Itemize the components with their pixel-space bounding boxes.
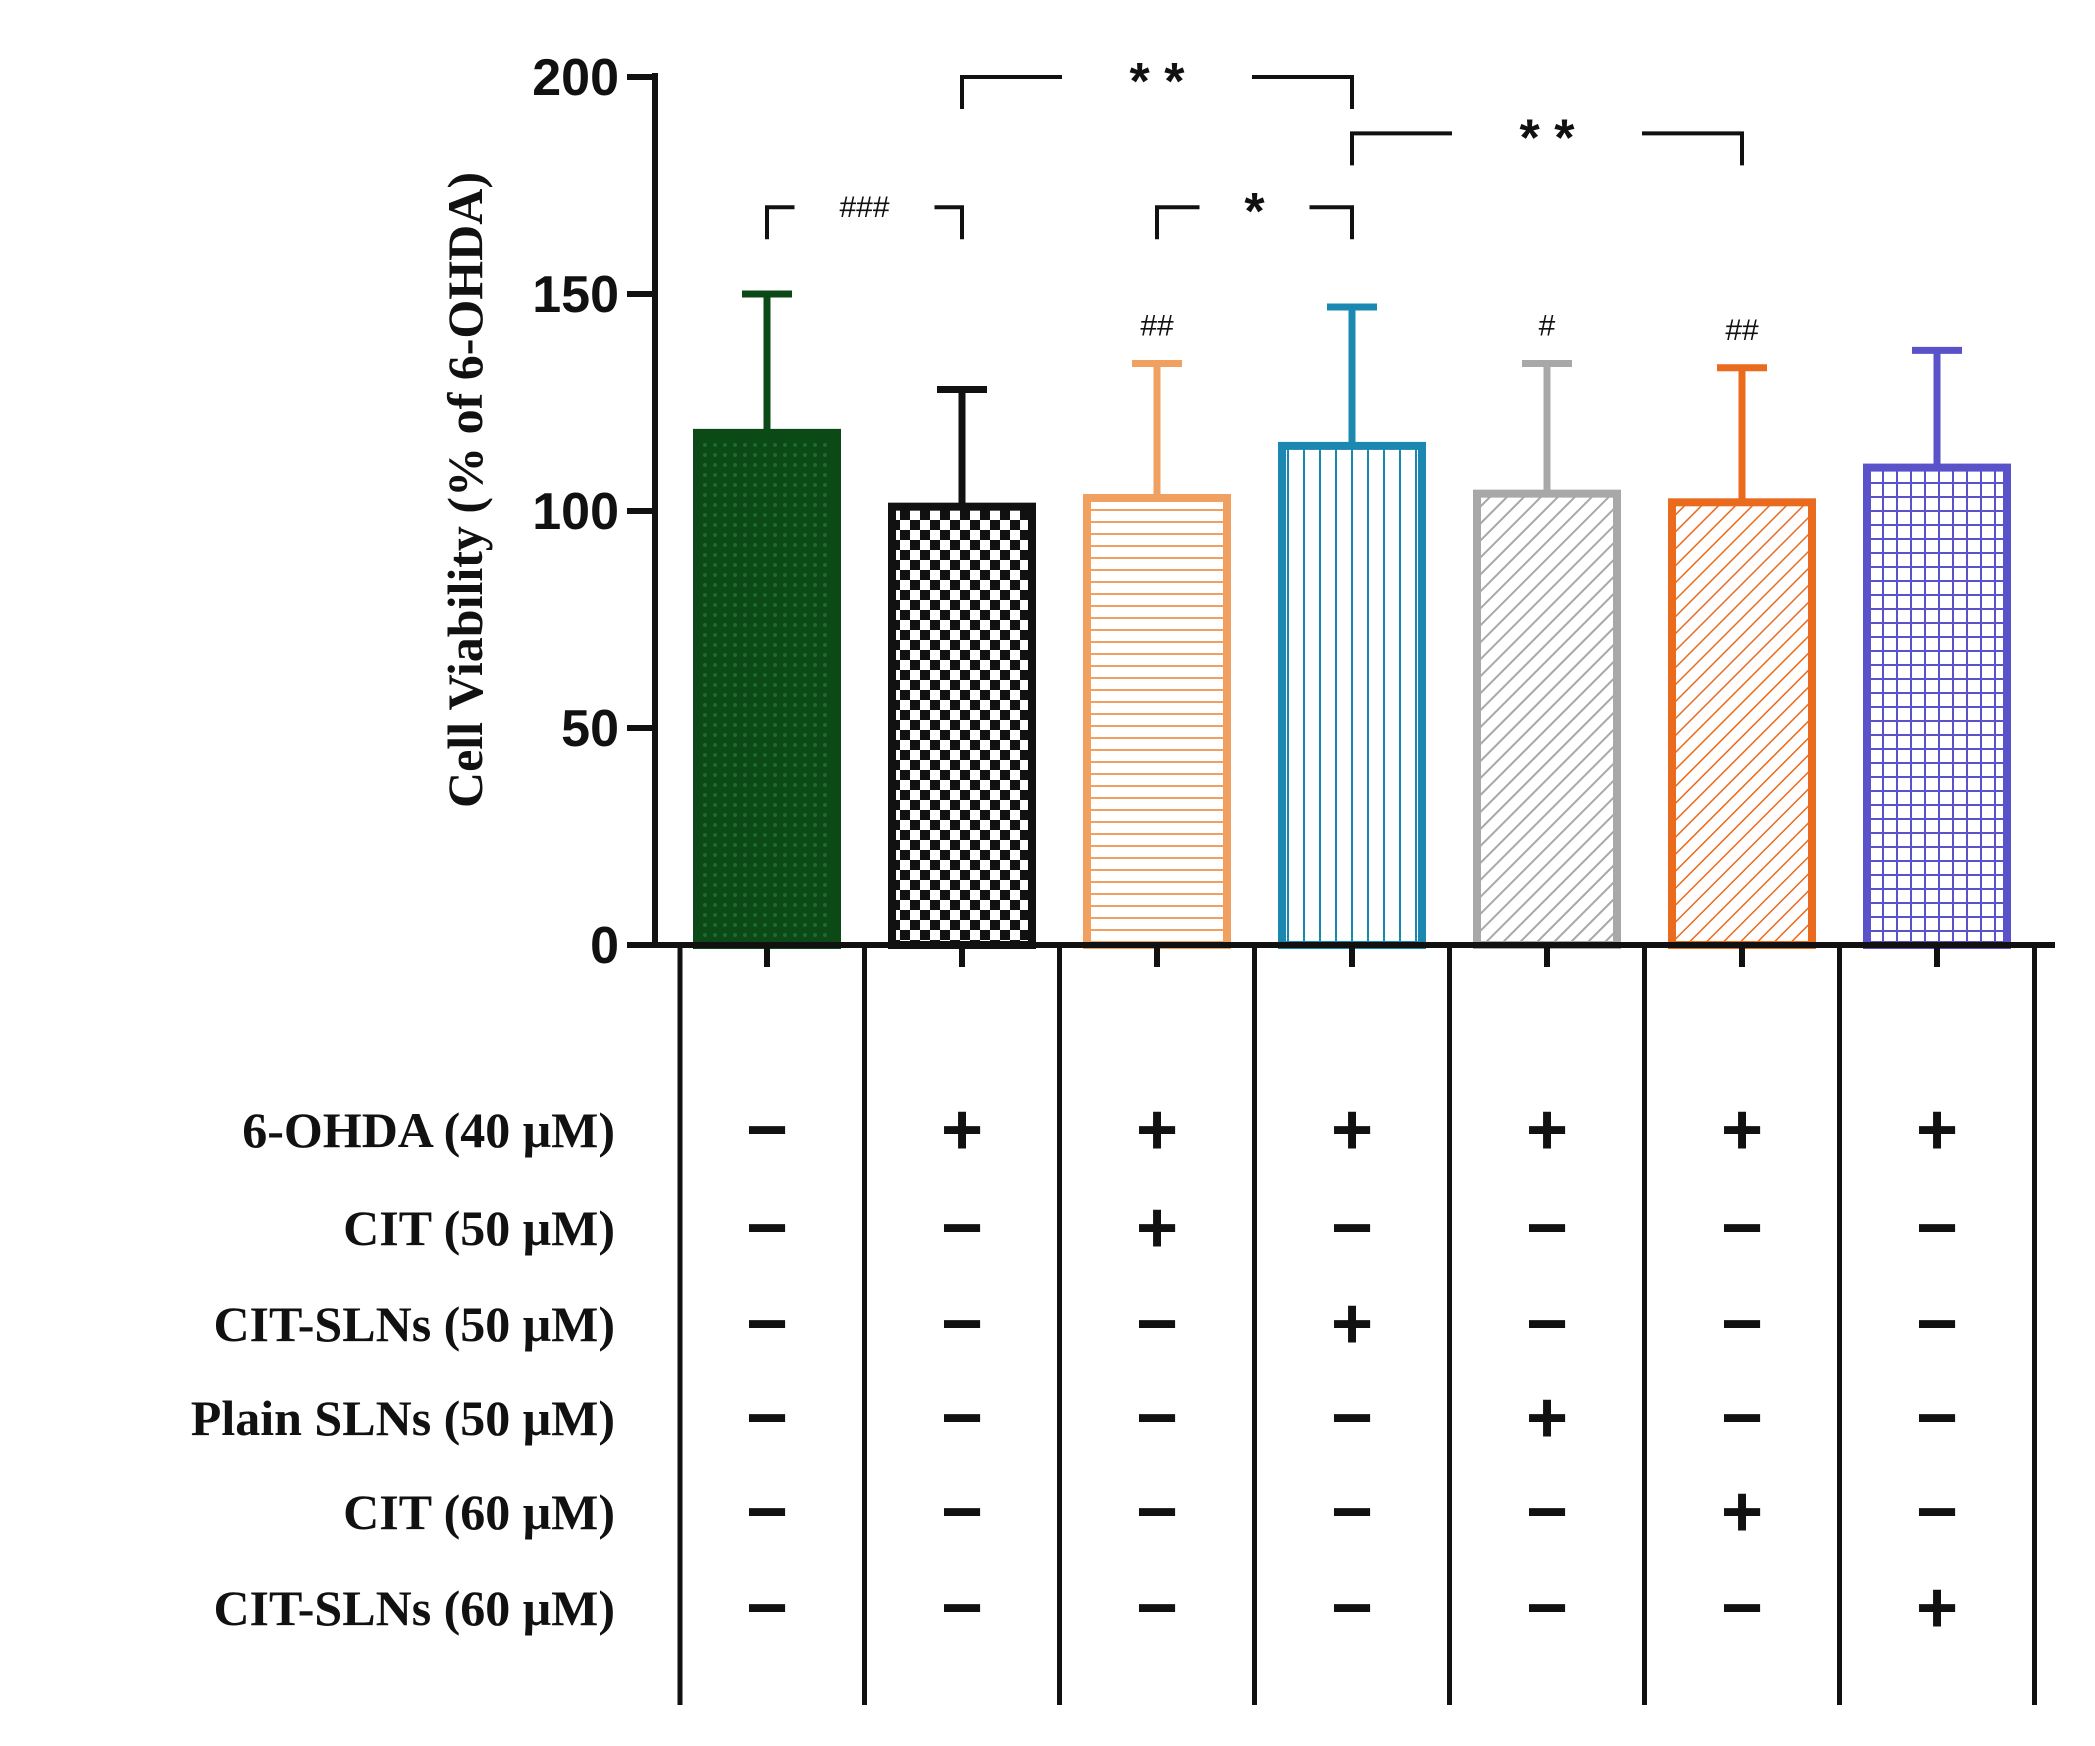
bar-4 — [1278, 441, 1426, 949]
treatment-mark-r1-c5: + — [1526, 1090, 1568, 1170]
y-axis-label: Cell Viability (% of 6-OHDA) — [437, 172, 493, 808]
treatment-mark-r5-c2: − — [941, 1472, 983, 1552]
comparison-label-1: ### — [839, 191, 889, 224]
axes-group — [652, 73, 2055, 967]
treatment-mark-r1-c1: − — [746, 1090, 788, 1170]
bar-2 — [888, 502, 1036, 949]
treatment-row-label-1: 6-OHDA (40 μM) — [242, 1102, 615, 1158]
treatment-mark-r2-c4: − — [1331, 1188, 1373, 1268]
treatment-mark-r5-c6: + — [1721, 1472, 1763, 1552]
treatment-mark-r2-c7: − — [1916, 1188, 1958, 1268]
treatment-mark-r4-c4: − — [1331, 1378, 1373, 1458]
treatment-row-label-3: CIT-SLNs (50 μM) — [213, 1296, 615, 1352]
treatment-mark-r1-c2: + — [941, 1090, 983, 1170]
treatment-mark-r6-c3: − — [1136, 1568, 1178, 1648]
treatment-mark-r4-c1: − — [746, 1378, 788, 1458]
comparison-bracket-2: * * — [960, 53, 1354, 111]
comparison-bracket-4: * * — [1350, 109, 1744, 167]
treatment-mark-r6-c4: − — [1331, 1568, 1373, 1648]
treatment-row-label-6: CIT-SLNs (60 μM) — [213, 1580, 615, 1636]
y-tick-label-0: 0 — [590, 917, 619, 975]
treatment-mark-r6-c5: − — [1526, 1568, 1568, 1648]
treatment-mark-r5-c7: − — [1916, 1472, 1958, 1552]
significance-mark-3: ## — [1140, 309, 1174, 342]
treatment-mark-r3-c6: − — [1721, 1284, 1763, 1364]
bar-6 — [1668, 498, 1816, 949]
treatment-mark-r3-c3: − — [1136, 1284, 1178, 1364]
bar-3 — [1083, 493, 1231, 949]
bar-5 — [1473, 489, 1621, 949]
treatment-mark-r2-c6: − — [1721, 1188, 1763, 1268]
treatment-mark-r6-c2: − — [941, 1568, 983, 1648]
y-tick-label-150: 150 — [532, 266, 619, 324]
comparison-label-4: * * — [1520, 109, 1576, 167]
treatment-mark-r1-c3: + — [1136, 1090, 1178, 1170]
bar-7 — [1863, 463, 2011, 949]
treatment-mark-r5-c1: − — [746, 1472, 788, 1552]
treatment-mark-r6-c6: − — [1721, 1568, 1763, 1648]
y-tick-label-200: 200 — [532, 49, 619, 107]
treatment-mark-r3-c5: − — [1526, 1284, 1568, 1364]
treatment-mark-r5-c4: − — [1331, 1472, 1373, 1552]
treatment-mark-r3-c2: − — [941, 1284, 983, 1364]
treatment-mark-r4-c3: − — [1136, 1378, 1178, 1458]
annotations-group: ## # #####* *** * — [765, 53, 1759, 347]
comparison-label-2: * * — [1130, 53, 1186, 111]
treatment-mark-r2-c3: + — [1136, 1188, 1178, 1268]
treatment-mark-r6-c1: − — [746, 1568, 788, 1648]
treatment-mark-r3-c7: − — [1916, 1284, 1958, 1364]
y-tick-label-50: 50 — [561, 700, 619, 758]
treatment-mark-r2-c2: − — [941, 1188, 983, 1268]
treatment-row-label-4: Plain SLNs (50 μM) — [191, 1390, 615, 1446]
comparison-bracket-3: * — [1155, 183, 1354, 241]
treatment-mark-r5-c5: − — [1526, 1472, 1568, 1552]
treatment-table: 6-OHDA (40 μM) − + + + + + + CIT (50 μM) − − + − − − − C… — [191, 1090, 1958, 1648]
y-ticks-group: 0 50 100 150 200 — [532, 49, 655, 975]
treatment-mark-r2-c1: − — [746, 1188, 788, 1268]
treatment-row-label-2: CIT (50 μM) — [343, 1200, 615, 1256]
treatment-mark-r4-c2: − — [941, 1378, 983, 1458]
treatment-mark-r1-c7: + — [1916, 1090, 1958, 1170]
treatment-mark-r3-c1: − — [746, 1284, 788, 1364]
significance-mark-5: # — [1539, 309, 1556, 342]
treatment-mark-r4-c5: + — [1526, 1378, 1568, 1458]
comparison-label-3: * — [1244, 183, 1265, 241]
bar-1 — [693, 428, 841, 949]
treatment-mark-r1-c6: + — [1721, 1090, 1763, 1170]
treatment-mark-r2-c5: − — [1526, 1188, 1568, 1268]
treatment-mark-r5-c3: − — [1136, 1472, 1178, 1552]
treatment-mark-r1-c4: + — [1331, 1090, 1373, 1170]
significance-mark-6: ## — [1725, 314, 1759, 347]
y-tick-label-100: 100 — [532, 483, 619, 541]
treatment-mark-r3-c4: + — [1331, 1284, 1373, 1364]
comparison-bracket-1: ### — [765, 191, 964, 240]
treatment-mark-r4-c6: − — [1721, 1378, 1763, 1458]
treatment-mark-r4-c7: − — [1916, 1378, 1958, 1458]
table-grid — [677, 945, 2037, 1705]
treatment-mark-r6-c7: + — [1916, 1568, 1958, 1648]
treatment-row-label-5: CIT (60 μM) — [343, 1484, 615, 1540]
bars-group — [693, 290, 2011, 949]
